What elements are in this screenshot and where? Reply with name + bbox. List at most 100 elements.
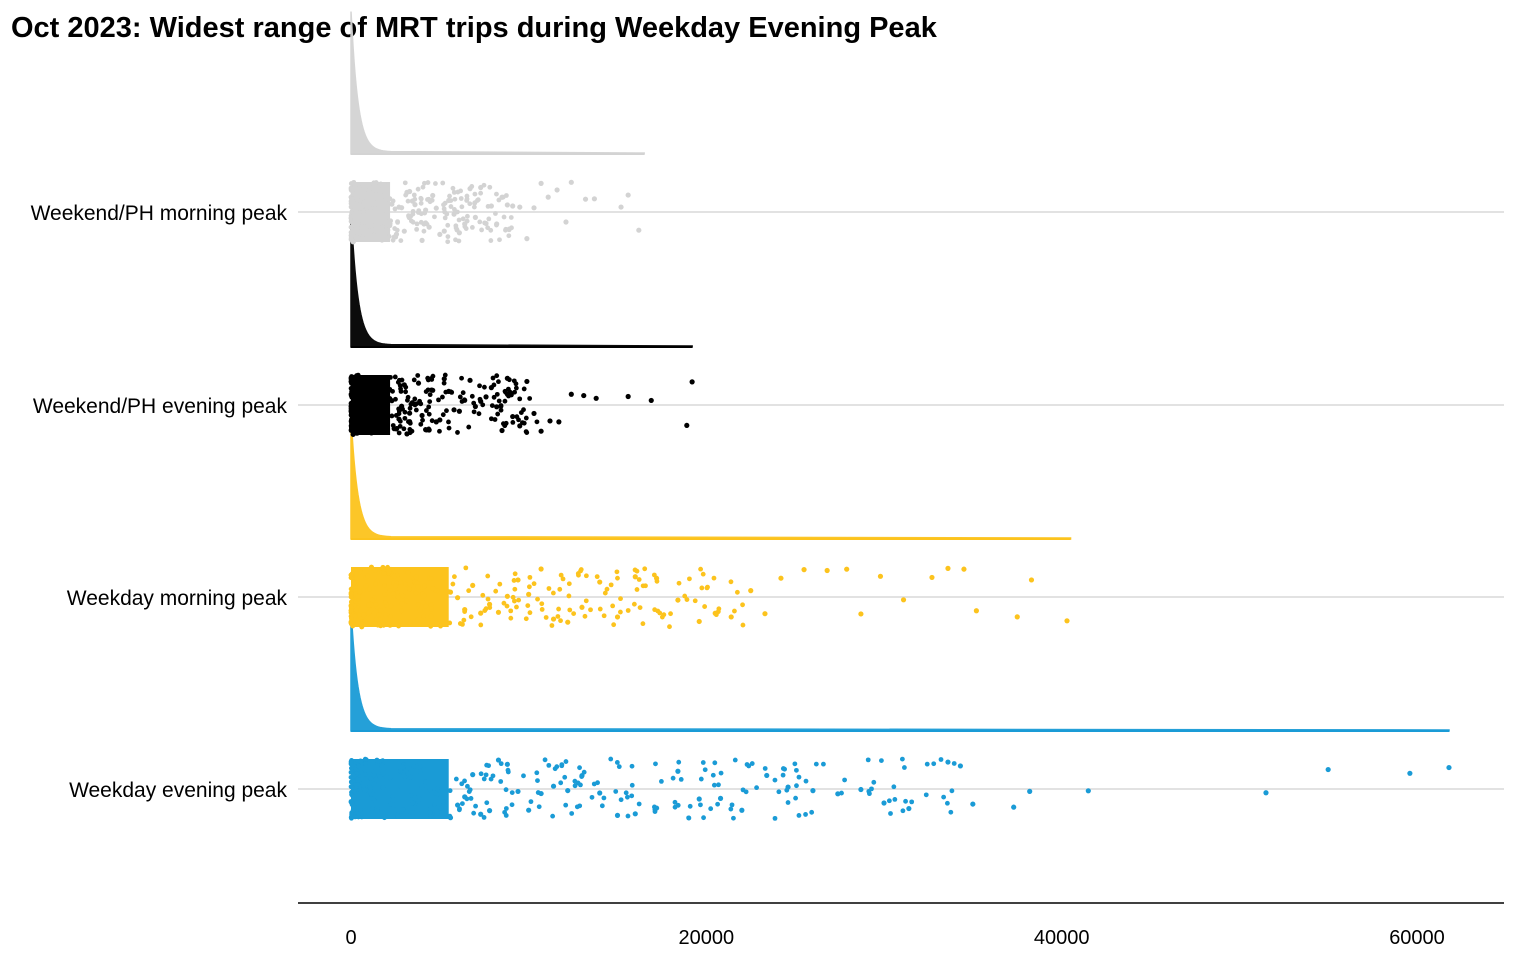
rain-point [427,199,433,205]
rain-point [498,761,504,767]
rain-point [383,233,388,239]
rain-point [687,576,692,582]
rain-point [1085,788,1091,794]
rain-point [441,228,447,234]
rain-point [379,227,385,233]
rain-point [428,602,434,608]
rain-point [369,597,375,603]
rain-point [358,389,363,395]
rain-point [892,797,898,802]
rain-point [458,196,464,201]
rain-point [402,415,408,421]
rain-point [457,621,463,626]
rain-point [509,392,514,398]
rain-point [476,411,482,417]
rain-point [427,810,433,816]
rain-point [715,801,721,807]
rain-point [558,780,564,786]
rain-point [491,394,497,400]
rain-point [496,197,502,203]
rain-point [554,187,560,193]
rain-point [588,607,593,613]
rain-point [371,424,377,430]
rain-point [485,204,491,209]
rain-point [636,577,642,582]
rain-point [421,613,427,619]
rain-point [568,391,574,397]
rain-point [676,580,682,586]
rain-point [441,206,447,212]
rain-point [575,780,581,786]
rain-point [493,211,498,216]
rain-point [517,204,523,210]
rain-point [495,411,501,417]
rain-point [538,428,544,434]
rain-point [599,803,605,809]
rain-point [485,596,491,602]
rain-point [803,778,809,784]
rain-point [426,411,432,417]
rain-point [441,380,447,386]
rain-point [503,389,508,395]
rain-point [367,214,373,220]
rain-point [506,377,512,383]
rain-point [900,597,907,603]
rain-point [385,386,390,391]
rain-point [477,383,482,389]
rain-point [888,811,893,816]
rain-point [701,815,706,821]
rain-point [503,226,509,232]
rain-point [525,603,531,609]
rain-point [422,583,427,589]
rain-point [368,776,374,782]
rain-point [348,409,354,415]
rain-point [471,409,477,415]
rain-point [941,794,947,800]
rain-point [374,808,380,814]
rain-point [407,809,413,815]
rain-point [448,198,454,203]
rain-point [595,780,600,786]
x-tick-label: 20000 [679,927,735,949]
rain-point [420,184,426,190]
rain-point [373,184,379,190]
rain-point [794,783,799,789]
rain-point [563,759,569,764]
rain-point [839,790,844,796]
rain-point [388,801,393,807]
rain-point [879,758,884,764]
rain-point [406,215,412,221]
rain-point [387,774,393,780]
rain-point [810,788,816,794]
rain-point [483,394,489,400]
rain-point [385,621,391,627]
rain-point [418,195,424,201]
rain-point [615,575,620,581]
rain-point [419,237,425,243]
rain-point [413,590,419,596]
rain-point [397,783,403,789]
rain-point [429,377,435,382]
rain-point [698,776,704,782]
rain-point [604,586,610,592]
rain-point [924,761,930,767]
rain-point [512,389,517,395]
rain-point [613,789,619,794]
rain-point [498,779,504,784]
rain-point [388,374,393,380]
rain-point [796,813,802,818]
rain-point [430,586,436,591]
rain-point [480,402,486,408]
rain-point [1064,618,1070,624]
rain-point [496,398,502,404]
rain-point [740,602,745,608]
rain-point [728,806,734,812]
rain-point [577,803,583,809]
rain-point [447,620,453,626]
rain-point [528,799,534,805]
rain-point [437,231,443,238]
rain-point [399,608,404,614]
rain-point [625,393,631,400]
rain-point [780,772,786,778]
rain-point [749,761,755,766]
